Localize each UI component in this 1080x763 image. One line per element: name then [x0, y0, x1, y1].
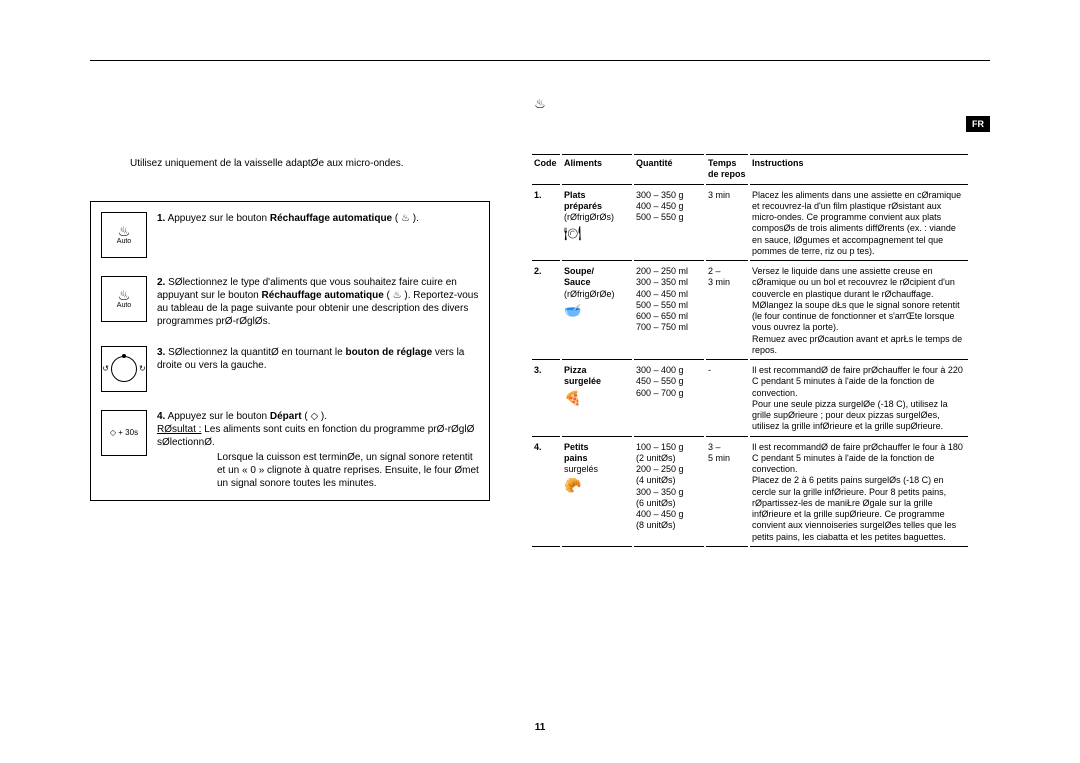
top-rule	[90, 60, 990, 61]
cell-qty: 300 – 400 g 450 – 550 g 600 – 700 g	[634, 362, 704, 437]
step: ◇ + 30s 4. Appuyez sur le bouton Départ (…	[101, 410, 479, 490]
cell-code: 2.	[532, 263, 560, 360]
intro-text: Utilisez uniquement de la vaisselle adap…	[130, 158, 490, 171]
step: ↺↻3. SØlectionnez la quantitØ en tournan…	[101, 346, 479, 392]
cell-aliments: Soupe/Sauce(rØfrigØrØe)🥣	[562, 263, 632, 360]
start-icon: ◇ + 30s	[110, 428, 138, 437]
cell-time: 3 min	[706, 187, 748, 262]
food-icon: 🍕	[564, 390, 630, 408]
cell-instr: Versez le liquide dans une assiette creu…	[750, 263, 968, 360]
steps-box: ♨Auto1. Appuyez sur le bouton Réchauffag…	[90, 201, 490, 501]
reheat-table: Code Aliments Quantité Temps de repos In…	[530, 152, 970, 549]
th-time: Temps de repos	[706, 154, 748, 185]
cell-instr: Il est recommandØ de faire prØchauffer l…	[750, 362, 968, 437]
steam-icon: ♨	[118, 224, 131, 238]
cell-code: 3.	[532, 362, 560, 437]
cell-time: -	[706, 362, 748, 437]
step: ♨Auto2. SØlectionnez le type d'aliments …	[101, 276, 479, 328]
step-icon: ♨Auto	[101, 212, 147, 258]
th-instr: Instructions	[750, 154, 968, 185]
cell-aliments: Platspréparés(rØfrigØrØs)🍽	[562, 187, 632, 262]
th-qty: Quantité	[634, 154, 704, 185]
cell-time: 3 – 5 min	[706, 439, 748, 547]
step-body: 4. Appuyez sur le bouton Départ ( ◇ ).RØ…	[157, 410, 479, 490]
steam-icon: ♨	[118, 288, 131, 302]
cell-qty: 200 – 250 ml 300 – 350 ml 400 – 450 ml 5…	[634, 263, 704, 360]
cell-aliments: Pizzasurgelée🍕	[562, 362, 632, 437]
step-body: 3. SØlectionnez la quantitØ en tournant …	[157, 346, 479, 392]
cell-code: 1.	[532, 187, 560, 262]
food-icon: 🍽	[564, 225, 630, 243]
cell-instr: Placez les aliments dans une assiette en…	[750, 187, 968, 262]
step: ♨Auto1. Appuyez sur le bouton Réchauffag…	[101, 212, 479, 258]
step-body: 2. SØlectionnez le type d'aliments que v…	[157, 276, 479, 328]
step-icon: ♨Auto	[101, 276, 147, 322]
step-body: 1. Appuyez sur le bouton Réchauffage aut…	[157, 212, 479, 258]
cell-time: 2 – 3 min	[706, 263, 748, 360]
step-icon: ↺↻	[101, 346, 147, 392]
th-aliments: Aliments	[562, 154, 632, 185]
table-row: 3.Pizzasurgelée🍕300 – 400 g 450 – 550 g …	[532, 362, 968, 437]
cell-aliments: Petitspainssurgelés🥐	[562, 439, 632, 547]
cell-code: 4.	[532, 439, 560, 547]
knob-icon	[111, 356, 137, 382]
table-row: 4.Petitspainssurgelés🥐100 – 150 g (2 uni…	[532, 439, 968, 547]
th-code: Code	[532, 154, 560, 185]
table-row: 2.Soupe/Sauce(rØfrigØrØe)🥣200 – 250 ml 3…	[532, 263, 968, 360]
food-icon: 🥐	[564, 477, 630, 495]
lang-tab: FR	[966, 116, 990, 132]
cell-qty: 300 – 350 g 400 – 450 g 500 – 550 g	[634, 187, 704, 262]
cell-instr: Il est recommandØ de faire prØchauffer l…	[750, 439, 968, 547]
table-row: 1.Platspréparés(rØfrigØrØs)🍽300 – 350 g …	[532, 187, 968, 262]
heat-icon: ♨	[90, 96, 990, 112]
cell-qty: 100 – 150 g (2 unitØs) 200 – 250 g (4 un…	[634, 439, 704, 547]
right-column: Code Aliments Quantité Temps de repos In…	[530, 152, 970, 549]
left-column: Utilisez uniquement de la vaisselle adap…	[90, 152, 490, 549]
step-icon: ◇ + 30s	[101, 410, 147, 456]
page-number: 11	[535, 722, 546, 733]
food-icon: 🥣	[564, 302, 630, 320]
